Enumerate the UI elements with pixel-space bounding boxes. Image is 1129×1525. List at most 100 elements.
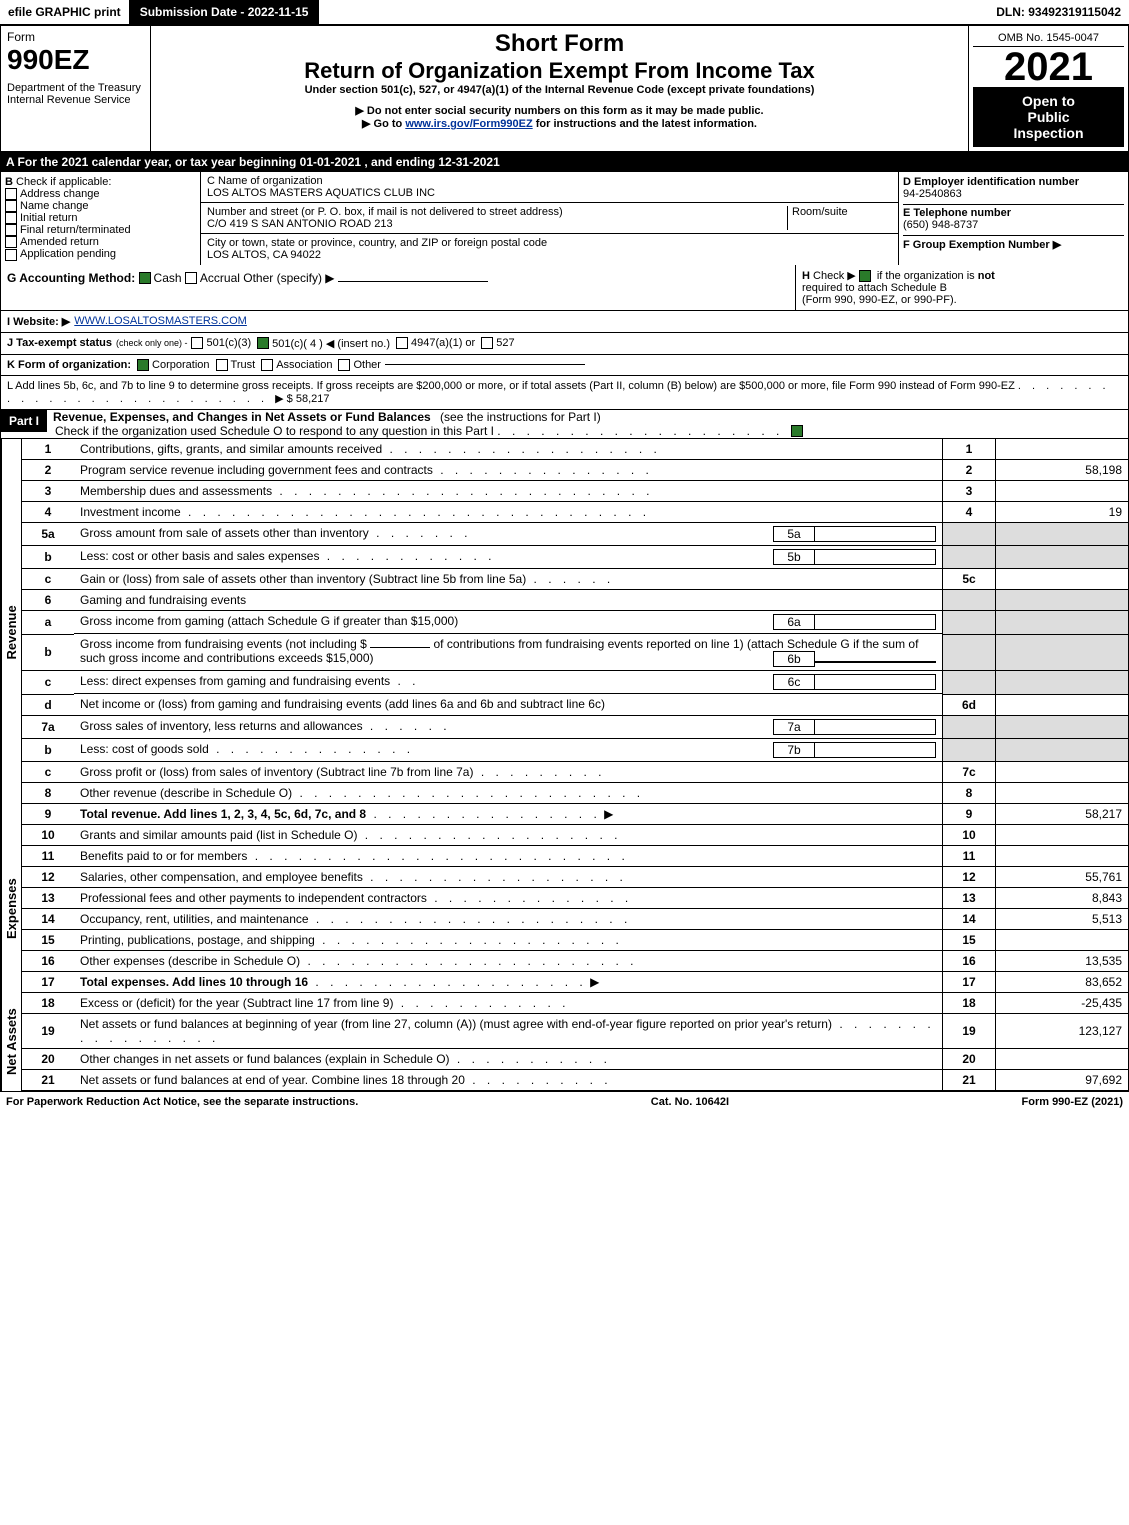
k-other-input[interactable] — [385, 364, 585, 365]
checkbox-501c[interactable] — [257, 337, 269, 349]
line-4-val: 19 — [996, 501, 1129, 522]
goto-instructions: ▶ Go to www.irs.gov/Form990EZ for instru… — [155, 117, 964, 130]
irs-label: Internal Revenue Service — [7, 94, 144, 106]
goto-pre: ▶ Go to — [362, 118, 405, 130]
line-5b-ib: 5b — [773, 549, 815, 565]
checkbox-schedule-o[interactable] — [791, 425, 803, 437]
line-6b-text: Gross income from fundraising events (no… — [80, 637, 367, 651]
line-16-val: 13,535 — [996, 951, 1129, 972]
line-10-val — [996, 825, 1129, 846]
line-6b-input[interactable] — [370, 647, 430, 648]
line-20-box: 20 — [943, 1049, 996, 1070]
line-7c-box: 7c — [943, 762, 996, 783]
b-amended: Amended return — [20, 236, 99, 248]
checkbox-other-org[interactable] — [338, 359, 350, 371]
line-6c-ival[interactable] — [815, 674, 936, 690]
expenses-table: 10Grants and similar amounts paid (list … — [21, 825, 1129, 993]
website-link[interactable]: WWW.LOSALTOSMASTERS.COM — [74, 315, 247, 327]
irs-link[interactable]: www.irs.gov/Form990EZ — [405, 118, 532, 130]
line-6: 6Gaming and fundraising events — [22, 590, 1129, 611]
expenses-section: Expenses 10Grants and similar amounts pa… — [0, 825, 1129, 993]
line-5c: cGain or (loss) from sale of assets othe… — [22, 569, 1129, 590]
checkbox-cash[interactable] — [139, 272, 151, 284]
line-19-box: 19 — [943, 1014, 996, 1049]
part1-check-text: Check if the organization used Schedule … — [47, 424, 494, 438]
ein-value: 94-2540863 — [903, 188, 962, 200]
checkbox-initial-return[interactable] — [5, 212, 17, 224]
line-16-text: Other expenses (describe in Schedule O) — [80, 954, 300, 968]
short-form-title: Short Form — [155, 30, 964, 58]
line-6a-ival[interactable] — [815, 614, 936, 630]
b-final: Final return/terminated — [20, 224, 131, 236]
line-14-text: Occupancy, rent, utilities, and maintena… — [80, 912, 309, 926]
line-6a-text: Gross income from gaming (attach Schedul… — [80, 614, 773, 630]
line-17-val: 83,652 — [996, 972, 1129, 993]
j-o3: 4947(a)(1) or — [411, 337, 475, 349]
checkbox-final-return[interactable] — [5, 224, 17, 236]
line-9-text: Total revenue. Add lines 1, 2, 3, 4, 5c,… — [80, 807, 366, 821]
page-footer: For Paperwork Reduction Act Notice, see … — [0, 1091, 1129, 1112]
j-label: J Tax-exempt status — [7, 337, 112, 349]
dept-label: Department of the Treasury — [7, 82, 144, 94]
g-label: G Accounting Method: — [7, 271, 135, 285]
line-16: 16 Other expenses (describe in Schedule O… — [22, 951, 1129, 972]
line-6b: bGross income from fundraising events (n… — [22, 634, 1129, 671]
line-5a-ival[interactable] — [815, 526, 936, 542]
line-13-box: 13 — [943, 888, 996, 909]
line-5b-text: Less: cost or other basis and sales expe… — [80, 549, 319, 563]
g-other-input[interactable] — [338, 281, 488, 282]
line-5b: bLess: cost or other basis and sales exp… — [22, 546, 1129, 569]
room-label: Room/suite — [792, 206, 848, 218]
top-bar: efile GRAPHIC print Submission Date - 20… — [0, 0, 1129, 25]
line-18: 18Excess or (deficit) for the year (Subt… — [22, 993, 1129, 1014]
footer-right: Form 990-EZ (2021) — [1022, 1096, 1124, 1108]
line-20: 20 Other changes in net assets or fund ba… — [22, 1049, 1129, 1070]
line-16-box: 16 — [943, 951, 996, 972]
revenue-label: Revenue — [1, 439, 21, 826]
h-text4: (Form 990, 990-EZ, or 990-PF). — [802, 294, 957, 306]
g-other: Other (specify) ▶ — [243, 271, 334, 285]
line-3-val — [996, 480, 1129, 501]
checkbox-amended-return[interactable] — [5, 236, 17, 248]
expenses-label: Expenses — [1, 825, 21, 993]
line-19-val: 123,127 — [996, 1014, 1129, 1049]
checkbox-corporation[interactable] — [137, 359, 149, 371]
open-line3: Inspection — [979, 125, 1118, 141]
k-assoc: Association — [276, 359, 332, 371]
line-6d: dNet income or (loss) from gaming and fu… — [22, 694, 1129, 715]
checkbox-trust[interactable] — [216, 359, 228, 371]
section-k: K Form of organization: Corporation Trus… — [0, 355, 1129, 376]
checkbox-accrual[interactable] — [185, 272, 197, 284]
line-7a-ival[interactable] — [815, 719, 936, 735]
subtitle: Under section 501(c), 527, or 4947(a)(1)… — [155, 84, 964, 96]
line-6d-box: 6d — [943, 694, 996, 715]
line-7b-ib: 7b — [773, 742, 815, 758]
line-2-box: 2 — [943, 459, 996, 480]
line-6b-ival[interactable] — [815, 661, 936, 663]
checkbox-name-change[interactable] — [5, 200, 17, 212]
checkbox-association[interactable] — [261, 359, 273, 371]
line-6d-val — [996, 694, 1129, 715]
line-20-text: Other changes in net assets or fund bala… — [80, 1052, 450, 1066]
submission-date-button[interactable]: Submission Date - 2022-11-15 — [129, 0, 320, 24]
line-1-val — [996, 439, 1129, 460]
line-3-box: 3 — [943, 480, 996, 501]
line-8-val — [996, 783, 1129, 804]
checkbox-application-pending[interactable] — [5, 249, 17, 261]
checkbox-527[interactable] — [481, 337, 493, 349]
line-7b-ival[interactable] — [815, 742, 936, 758]
checkbox-4947[interactable] — [396, 337, 408, 349]
line-18-box: 18 — [943, 993, 996, 1014]
j-o2: 501(c)( 4 ) ◀ (insert no.) — [272, 337, 390, 350]
checkbox-address-change[interactable] — [5, 188, 17, 200]
line-5a: 5aGross amount from sale of assets other… — [22, 522, 1129, 546]
b-initial: Initial return — [20, 212, 77, 224]
line-17-box: 17 — [943, 972, 996, 993]
org-name: LOS ALTOS MASTERS AQUATICS CLUB INC — [207, 187, 435, 199]
form-header: Form 990EZ Department of the Treasury In… — [0, 25, 1129, 152]
open-line1: Open to — [979, 93, 1118, 109]
checkbox-schedule-b[interactable] — [859, 270, 871, 282]
line-5b-ival[interactable] — [815, 549, 936, 565]
checkbox-501c3[interactable] — [191, 337, 203, 349]
line-10-text: Grants and similar amounts paid (list in… — [80, 828, 357, 842]
